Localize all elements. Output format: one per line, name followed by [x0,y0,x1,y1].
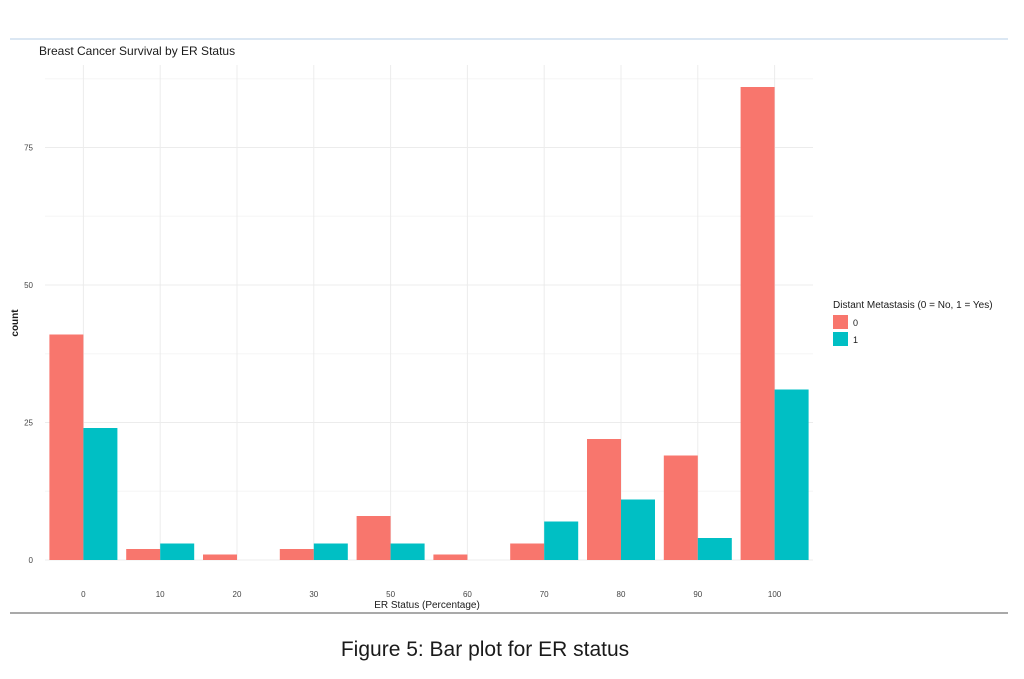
bar-series-1-90 [697,538,732,560]
top-divider [10,38,1008,40]
legend-key-series-0 [833,315,848,329]
x-tick-label: 20 [233,590,242,599]
bar-series-0-100 [740,87,775,560]
bar-series-1-80 [621,499,655,560]
bar-series-0-20 [203,554,237,560]
x-tick-label: 100 [768,590,782,599]
bar-series-0-80 [587,439,621,560]
y-axis-label: count [10,309,21,337]
y-tick-label: 0 [29,556,34,565]
y-tick-label: 50 [24,281,33,290]
bar-series-0-60 [433,554,468,560]
bar-series-0-70 [510,543,545,560]
tick-labels: 0 25 50 75 0 10 20 30 50 60 70 80 90 100 [24,144,782,600]
legend-title: Distant Metastasis (0 = No, 1 = Yes) [833,300,993,311]
bar-series-1-30 [313,543,348,560]
legend: Distant Metastasis (0 = No, 1 = Yes) 0 1 [833,300,993,346]
x-tick-label: 30 [309,590,318,599]
x-tick-label: 0 [81,590,86,599]
x-tick-label: 90 [693,590,702,599]
bar-series-0-10 [126,549,161,560]
bar-series-1-50 [390,543,425,560]
x-tick-label: 10 [156,590,165,599]
bar-series-0-30 [279,549,314,560]
bar-series-1-70 [544,521,579,560]
bar-series-1-0 [83,428,118,560]
y-tick-label: 25 [24,419,33,428]
x-axis-label: ER Status (Percentage) [374,600,480,611]
bar-series-0-50 [356,516,391,560]
figure-caption: Figure 5: Bar plot for ER status [340,638,630,661]
x-tick-label: 80 [617,590,626,599]
legend-label-series-0: 0 [853,318,858,328]
bar-series-1-10 [160,543,195,560]
legend-label-series-1: 1 [853,335,858,345]
bottom-divider [10,612,1008,614]
bar-series-0-90 [663,455,698,560]
x-tick-label: 50 [386,590,395,599]
legend-key-series-1 [833,332,848,346]
y-tick-label: 75 [24,144,33,153]
x-tick-label: 60 [463,590,472,599]
chart-title: Breast Cancer Survival by ER Status [39,44,235,58]
x-tick-label: 70 [540,590,549,599]
bar-series-0-0 [49,334,84,560]
bar-series-1-100 [774,389,809,560]
bars [49,87,809,560]
